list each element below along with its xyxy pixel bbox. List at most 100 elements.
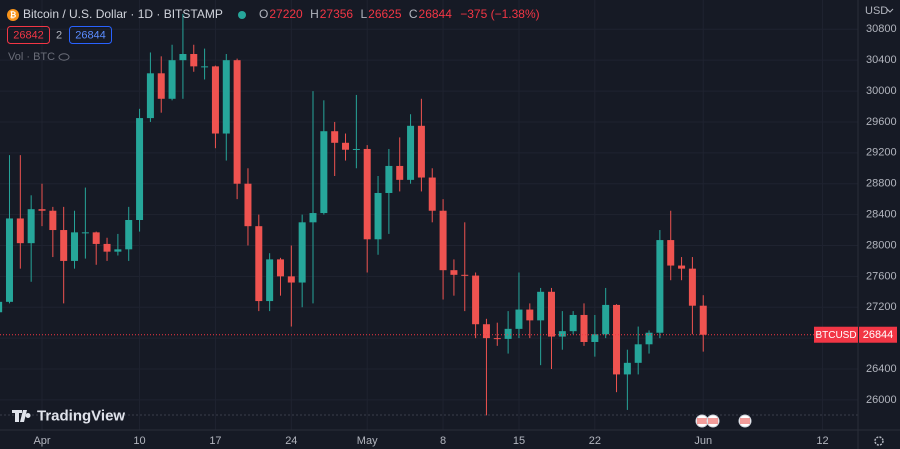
ohlc-value: 27356 xyxy=(320,7,354,21)
candle-body xyxy=(190,54,198,67)
candle-body xyxy=(309,213,317,223)
candle-body xyxy=(16,218,24,244)
volume-label: Vol · BTC xyxy=(8,51,55,63)
buy-button[interactable] xyxy=(69,26,112,44)
candle-body xyxy=(114,249,122,252)
sell-button[interactable] xyxy=(7,26,50,44)
price-tag-value: 26844 xyxy=(863,329,894,341)
candle-body xyxy=(287,276,295,283)
ohlc-label: O xyxy=(259,7,268,21)
candle-body xyxy=(580,314,588,342)
y-tick-label: 28000 xyxy=(866,239,897,251)
candle-body xyxy=(450,270,458,275)
y-tick-label: 30000 xyxy=(866,85,897,97)
candle-body xyxy=(623,362,631,375)
candle-body xyxy=(634,344,642,363)
settings-icon[interactable] xyxy=(874,436,884,446)
ask-price: 26844 xyxy=(75,29,106,41)
candle-body xyxy=(49,210,57,231)
event-flags xyxy=(695,414,752,428)
candle-body xyxy=(211,66,219,134)
ohlc-legend: O27220 H27356 L26625 C26844 −375 (−1.38%… xyxy=(259,7,540,21)
btc-icon-glyph: ₿ xyxy=(10,11,17,20)
candle-body xyxy=(602,304,610,335)
y-tick-label: 28800 xyxy=(866,178,897,190)
candle-body xyxy=(428,177,436,211)
candle-body xyxy=(5,218,13,302)
candle-body xyxy=(678,265,686,269)
ohlc-value: 27220 xyxy=(269,7,303,21)
candle-body xyxy=(688,268,696,306)
candle-body xyxy=(136,118,144,220)
btc-icon xyxy=(7,9,19,21)
change: −375 (−1.38%) xyxy=(460,7,539,21)
candle-body xyxy=(222,60,230,134)
candle-body xyxy=(320,131,328,214)
x-tick-label: 10 xyxy=(133,435,145,447)
eye-icon[interactable] xyxy=(58,53,70,61)
candle-body xyxy=(439,210,447,271)
candle-body xyxy=(255,226,263,302)
candle-body xyxy=(342,142,350,150)
market-status[interactable] xyxy=(238,11,246,19)
candle-body xyxy=(407,125,415,180)
candle-body xyxy=(157,73,165,99)
x-tick-label: 22 xyxy=(589,435,601,447)
ohlc-label: H xyxy=(310,7,319,21)
candle-body xyxy=(352,148,360,150)
candle-body xyxy=(396,165,404,180)
candle-body xyxy=(385,165,393,193)
candle-body xyxy=(569,314,577,332)
y-tick-label: 29200 xyxy=(866,147,897,159)
candle-body xyxy=(699,305,707,335)
candle-body xyxy=(60,230,68,261)
y-tick-label: 27600 xyxy=(866,270,897,282)
candle-body xyxy=(558,331,566,337)
candle-body xyxy=(417,125,425,178)
x-tick-label: 12 xyxy=(816,435,828,447)
candle-body xyxy=(27,209,35,244)
candle-body xyxy=(472,275,480,325)
candle-body xyxy=(168,60,176,99)
candle-body xyxy=(591,334,599,342)
x-tick-label: Apr xyxy=(33,435,50,447)
price-tag xyxy=(859,326,897,343)
ohlc-value: 26625 xyxy=(368,7,402,21)
ohlc-value: 26844 xyxy=(419,7,453,21)
candle-body xyxy=(244,183,252,227)
candles xyxy=(0,13,707,416)
price-tag-name: BTCUSD xyxy=(815,330,856,341)
candle-body xyxy=(146,73,154,119)
candle-body xyxy=(233,60,241,184)
candle-body xyxy=(38,209,46,211)
candle-body xyxy=(667,240,675,266)
candle-body xyxy=(374,192,382,240)
candle-body xyxy=(125,220,133,250)
x-tick-label: 8 xyxy=(440,435,446,447)
candle-body xyxy=(537,291,545,321)
flag-stripes xyxy=(740,418,750,424)
candle-body xyxy=(461,274,469,276)
x-tick-label: 24 xyxy=(285,435,297,447)
candle-body xyxy=(331,131,339,143)
candle-body xyxy=(0,301,3,313)
candle-body xyxy=(613,304,621,375)
candle-body xyxy=(645,332,653,345)
ohlc-label: L xyxy=(360,7,367,21)
candle-body xyxy=(515,309,523,329)
currency[interactable]: USD xyxy=(865,5,888,17)
x-tick-label: May xyxy=(357,435,378,447)
flag-stripes xyxy=(708,418,718,424)
chevron xyxy=(886,8,894,13)
candle-body xyxy=(276,259,284,277)
candle-body xyxy=(103,243,111,252)
logo-icon xyxy=(12,410,31,422)
y-tick-label: 27200 xyxy=(866,301,897,313)
spread: 2 xyxy=(56,29,62,41)
candle-body xyxy=(547,291,555,337)
candle-body xyxy=(71,232,79,261)
candle-body xyxy=(179,54,187,61)
